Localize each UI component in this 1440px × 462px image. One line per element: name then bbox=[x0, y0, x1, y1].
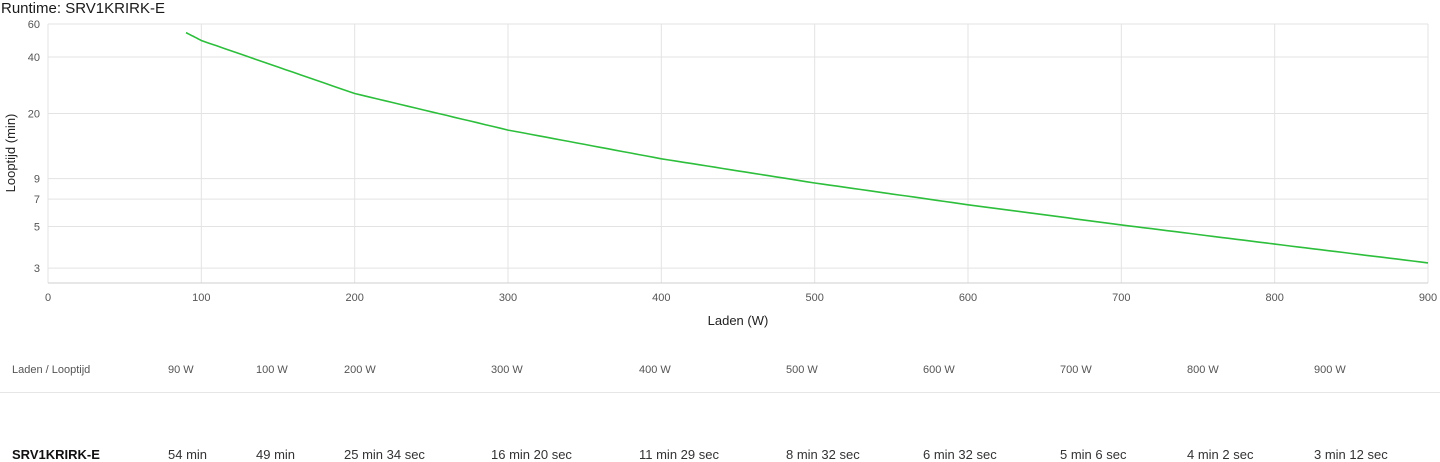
load-header-cell: 100 W bbox=[256, 364, 288, 376]
x-tick-label: 800 bbox=[1265, 292, 1283, 304]
runtime-cell: 5 min 6 sec bbox=[1060, 447, 1127, 462]
y-axis-ticks: 3 5 7 9 20 40 60 bbox=[28, 19, 40, 275]
runtime-cell: 16 min 20 sec bbox=[491, 447, 572, 462]
load-header-cell: 200 W bbox=[344, 364, 376, 376]
x-tick-label: 500 bbox=[805, 292, 823, 304]
chart-grid bbox=[47, 23, 1429, 284]
runtime-cell: 4 min 2 sec bbox=[1187, 447, 1254, 462]
y-tick-label: 60 bbox=[28, 19, 40, 31]
load-header-cell: 800 W bbox=[1187, 364, 1219, 376]
load-header-cell: 600 W bbox=[923, 364, 955, 376]
x-tick-label: 200 bbox=[345, 292, 363, 304]
runtime-table: Laden / Looptijd 90 W 100 W 200 W 300 W 400 … bbox=[0, 352, 1440, 462]
header-label: Laden / Looptijd bbox=[12, 364, 91, 376]
y-tick-label: 9 bbox=[34, 174, 40, 186]
y-tick-label: 7 bbox=[34, 194, 40, 206]
runtime-cell: 25 min 34 sec bbox=[344, 447, 425, 462]
y-axis-title: Looptijd (min) bbox=[3, 114, 18, 193]
load-header-cell: 300 W bbox=[491, 364, 523, 376]
y-tick-label: 3 bbox=[34, 263, 40, 275]
load-header-cell: 90 W bbox=[168, 364, 194, 376]
y-tick-label: 20 bbox=[28, 109, 40, 121]
x-tick-label: 400 bbox=[652, 292, 670, 304]
chart-title: Runtime: SRV1KRIRK-E bbox=[1, 0, 165, 17]
runtime-cell: 54 min bbox=[168, 447, 208, 462]
x-tick-label: 600 bbox=[959, 292, 977, 304]
runtime-cell: 11 min 29 sec bbox=[639, 447, 719, 462]
x-tick-label: 0 bbox=[45, 292, 51, 304]
model-name: SRV1KRIRK-E bbox=[12, 447, 100, 462]
x-tick-label: 900 bbox=[1419, 292, 1437, 304]
x-axis-title: Laden (W) bbox=[708, 313, 769, 328]
load-header-cell: 400 W bbox=[639, 364, 671, 376]
runtime-chart: 0 100 200 300 400 500 600 700 800 900 3579204060 … bbox=[3, 19, 1437, 328]
x-axis-ticks: 0 100 200 300 400 500 600 700 800 900 bbox=[45, 292, 1437, 304]
x-tick-label: 300 bbox=[499, 292, 517, 304]
runtime-cell: 8 min 32 sec bbox=[786, 447, 860, 462]
runtime-cell: 49 min bbox=[256, 447, 296, 462]
runtime-cell: 6 min 32 sec bbox=[923, 447, 997, 462]
load-header-cell: 900 W bbox=[1314, 364, 1346, 376]
load-header-cell: 700 W bbox=[1060, 364, 1092, 376]
runtime-cell: 3 min 12 sec bbox=[1314, 447, 1388, 462]
table-header-row: Laden / Looptijd 90 W 100 W 200 W 300 W 400 … bbox=[0, 352, 1440, 393]
y-tick-label: 5 bbox=[34, 222, 40, 234]
y-tick-label: 40 bbox=[28, 52, 40, 64]
load-header-cell: 500 W bbox=[786, 364, 818, 376]
x-tick-label: 700 bbox=[1112, 292, 1130, 304]
runtime-line bbox=[185, 31, 1429, 264]
x-tick-label: 100 bbox=[192, 292, 210, 304]
